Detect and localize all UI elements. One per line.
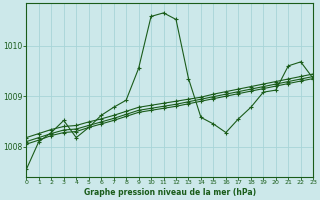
X-axis label: Graphe pression niveau de la mer (hPa): Graphe pression niveau de la mer (hPa) — [84, 188, 256, 197]
